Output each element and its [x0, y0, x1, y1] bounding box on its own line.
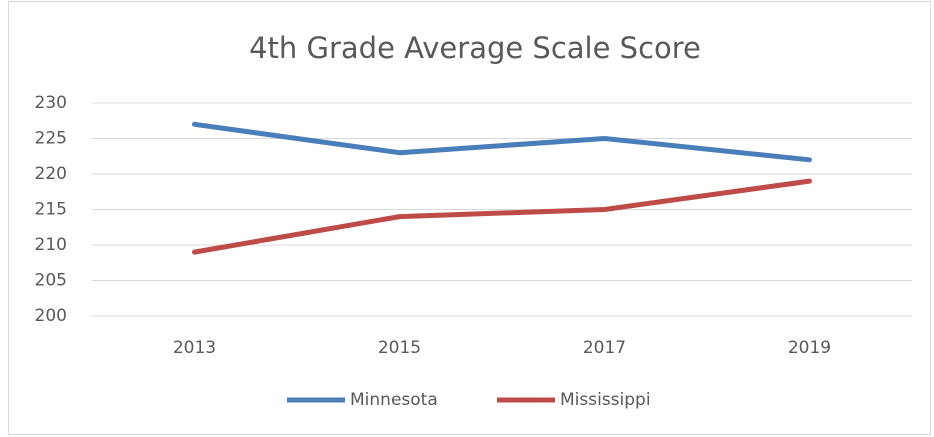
- y-tick-label: 210: [35, 235, 67, 255]
- series-line: [192, 178, 812, 255]
- y-tick-label: 200: [35, 306, 67, 326]
- x-tick-label: 2019: [788, 338, 831, 358]
- x-tick-label: 2015: [378, 338, 421, 358]
- y-tick-label: 230: [35, 93, 67, 113]
- chart-title: 4th Grade Average Scale Score: [249, 31, 701, 65]
- chart-frame: [8, 1, 931, 435]
- y-tick-label: 225: [35, 129, 67, 149]
- x-tick-label: 2013: [173, 338, 216, 358]
- y-tick-label: 215: [35, 200, 67, 220]
- series-line: [192, 121, 812, 163]
- y-tick-label: 205: [35, 271, 67, 291]
- y-tick-label: 220: [35, 164, 67, 184]
- legend-label: Minnesota: [350, 390, 438, 410]
- x-tick-label: 2017: [583, 338, 626, 358]
- legend-label: Mississippi: [560, 390, 651, 410]
